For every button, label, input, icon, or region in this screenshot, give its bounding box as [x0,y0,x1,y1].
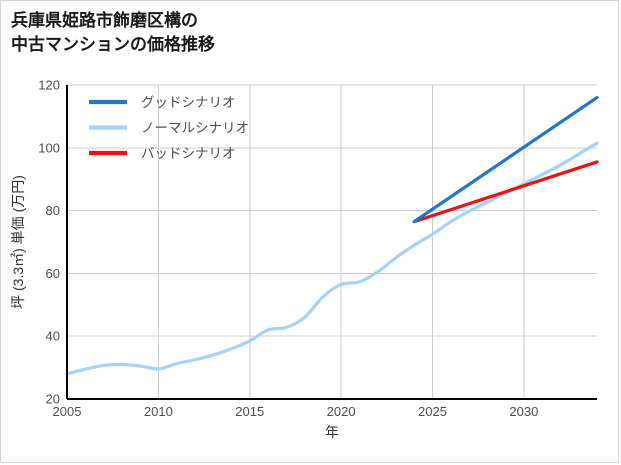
y-axis-title: 坪 (3.3㎡) 単価 (万円) [10,175,26,309]
series-line-normal [65,141,599,376]
series-line-good [412,95,599,224]
x-tick-label-2010: 2010 [144,404,173,419]
tick-labels-group: 20 40 60 80 100 120 2005 2010 2015 2020 2025 2030 [38,78,538,420]
legend-label-bad[interactable]: バッドシナリオ [141,146,236,161]
y-tick-label-120: 120 [38,78,60,93]
legend-label-good[interactable]: グッドシナリオ [141,95,236,110]
series-group [65,95,599,376]
y-tick-label-40: 40 [46,329,60,344]
x-axis-title: 年 [325,424,339,440]
y-tick-label-80: 80 [46,203,60,218]
x-tick-label-2030: 2030 [509,404,538,419]
legend-label-normal[interactable]: ノーマルシナリオ [141,121,249,136]
chart-title: 兵庫県姫路市飾磨区構の 中古マンションの価格推移 [11,11,215,55]
y-tick-label-60: 60 [46,266,60,281]
x-tick-label-2020: 2020 [327,404,356,419]
x-tick-label-2025: 2025 [418,404,447,419]
x-tick-label-2005: 2005 [53,404,82,419]
axes-group [66,85,597,400]
y-tick-label-20: 20 [46,392,60,407]
series-line-bad [412,160,599,224]
x-tick-label-2015: 2015 [235,404,264,419]
axis-titles-group: 年 坪 (3.3㎡) 単価 (万円) [10,175,339,440]
y-tick-label-100: 100 [38,140,60,155]
